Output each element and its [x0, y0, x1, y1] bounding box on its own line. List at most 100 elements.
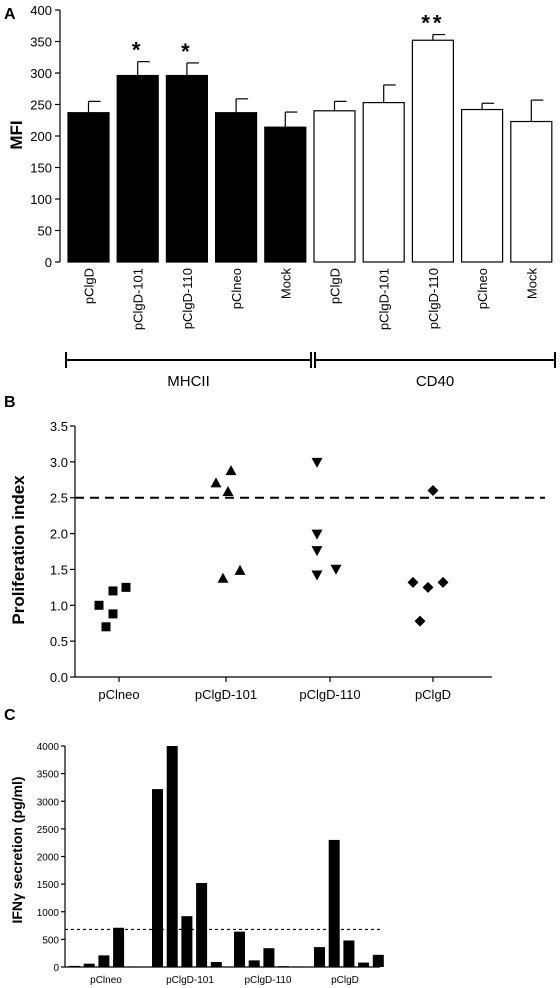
- chart-a-y-axis-label: MFI: [7, 120, 26, 149]
- chart-c-y-tick-label: 3500: [37, 770, 60, 781]
- chart-c-y-tick-label: 2500: [37, 825, 60, 836]
- chart-b-y-tick-label: 0.5: [50, 634, 68, 649]
- chart-a-category-label: Mock: [278, 268, 293, 300]
- chart-b-point: [311, 529, 323, 540]
- chart-c-bar: [278, 966, 290, 967]
- chart-c-bar: [152, 789, 163, 967]
- chart-c-bar: [181, 916, 193, 967]
- chart-b-point: [121, 582, 131, 592]
- chart-c-bar: [196, 883, 208, 967]
- chart-a-significance-mark: *: [132, 38, 144, 63]
- chart-c-y-tick-label: 500: [42, 935, 59, 946]
- chart-b-y-tick-label: 3.0: [50, 455, 68, 470]
- chart-b-y-tick-label: 2.5: [50, 491, 68, 506]
- chart-b-point: [210, 477, 222, 488]
- panel-b-label: B: [4, 394, 16, 411]
- chart-b-y-tick-label: 2.0: [50, 527, 68, 542]
- chart-b-y-tick-label: 1.0: [50, 598, 68, 613]
- chart-a-bar: [165, 74, 208, 263]
- chart-b-point: [108, 609, 118, 619]
- chart-c-y-tick-label: 1000: [37, 908, 60, 919]
- chart-a-y-tick-label: 350: [30, 35, 52, 50]
- chart-c-bar: [248, 960, 260, 967]
- chart-c-bar: [328, 839, 340, 967]
- chart-b-point: [222, 485, 234, 496]
- chart-b: 0.0 0.5 1.0 1.5 2.0 2.5 3.0 3.5 pClneo pClgD-101 p…: [50, 419, 545, 702]
- chart-b-point: [414, 615, 426, 627]
- chart-a-category-label: pClgD-110: [180, 268, 195, 329]
- chart-b-point: [101, 622, 111, 632]
- chart-c-bar: [166, 746, 178, 967]
- chart-a-bar: [510, 120, 553, 263]
- chart-a-significance-mark: **: [421, 11, 444, 36]
- chart-c-x-tick-label: pClneo: [90, 975, 122, 986]
- chart-a-bar: [362, 102, 405, 263]
- chart-b-x-tick-label: pClneo: [98, 687, 139, 702]
- chart-c: 0 500 1000 1500 2000 2500 3000 3500 4000 pClneo pC…: [37, 742, 384, 986]
- chart-a-y-tick-label: 50: [38, 224, 52, 239]
- chart-c-bar: [292, 966, 304, 968]
- chart-a-category-label: pClgD-110: [426, 268, 441, 329]
- chart-c-y-axis-label: IFNγ secretion (pg/ml): [9, 776, 25, 923]
- chart-a-category-label: pClneo: [229, 268, 244, 309]
- chart-a-category-label: pClgD-101: [131, 268, 146, 330]
- chart-c-y-tick-label: 4000: [37, 742, 60, 753]
- chart-a-bar: [461, 108, 504, 263]
- chart-c-y-tick-label: 3000: [37, 797, 60, 808]
- chart-a-y-tick-label: 400: [30, 3, 52, 18]
- chart-a-y-tick-label: 0: [45, 255, 52, 270]
- chart-b-y-axis-label: Proliferation index: [9, 475, 28, 625]
- chart-c-bar: [210, 962, 222, 967]
- chart-a-category-label: pClneo: [475, 268, 490, 309]
- chart-a-y-tick-label: 250: [30, 98, 52, 113]
- chart-a-y-tick-label: 200: [30, 129, 52, 144]
- chart-b-x-tick-label: pClgD: [415, 687, 451, 702]
- chart-b-point: [330, 564, 342, 575]
- panel-c-label: C: [4, 707, 16, 724]
- chart-a-category-label: pClgD: [82, 268, 97, 304]
- chart-b-point: [427, 485, 439, 497]
- chart-c-bar: [98, 955, 110, 967]
- chart-c-x-tick-label: pClgD-101: [166, 975, 214, 986]
- chart-c-bar: [83, 963, 95, 967]
- chart-c-bar: [358, 962, 370, 967]
- chart-b-point: [311, 457, 323, 468]
- chart-c-x-tick-label: pClgD-110: [244, 975, 291, 986]
- chart-b-x-tick-label: pClgD-101: [195, 687, 257, 702]
- chart-a-y-tick-label: 300: [30, 66, 52, 81]
- chart-a-category-label: Mock: [524, 268, 539, 300]
- panel-a-label: A: [4, 6, 16, 23]
- chart-c-bar: [314, 947, 325, 967]
- chart-a-bar: [264, 126, 307, 263]
- chart-a-bar: [411, 39, 454, 263]
- chart-b-point: [311, 546, 323, 557]
- chart-a-bar: [313, 110, 356, 263]
- chart-b-point: [311, 570, 323, 581]
- chart-a-y-tick-label: 100: [30, 192, 52, 207]
- chart-c-bar: [263, 948, 275, 967]
- chart-b-point: [422, 581, 434, 593]
- chart-a-group-label: MHCII: [167, 373, 210, 390]
- chart-b-point: [437, 576, 449, 588]
- chart-c-bar: [127, 966, 139, 968]
- chart-b-point: [217, 572, 229, 583]
- chart-b-y-tick-label: 0.0: [50, 670, 68, 685]
- chart-a-y-tick-label: 150: [30, 161, 52, 176]
- chart-c-x-tick-label: pClgD: [331, 975, 359, 986]
- chart-a-category-label: pClgD-101: [377, 268, 392, 330]
- chart-b-point: [94, 600, 104, 610]
- chart-c-bar: [372, 954, 384, 967]
- chart-a-bar: [116, 74, 159, 263]
- chart-b-point: [234, 564, 246, 575]
- chart-c-y-tick-label: 0: [53, 963, 59, 974]
- chart-a: 0 50 100 150 200 250 300 350 400 pClgD * pClgD-101 *…: [30, 3, 556, 390]
- chart-c-y-tick-label: 2000: [37, 853, 60, 864]
- chart-b-y-tick-label: 1.5: [50, 562, 68, 577]
- chart-a-group-label: CD40: [416, 373, 454, 390]
- chart-c-bar: [69, 965, 80, 967]
- chart-c-bar: [343, 940, 355, 967]
- chart-a-category-label: pClgD: [328, 268, 343, 304]
- chart-b-x-tick-label: pClgD-110: [299, 687, 360, 702]
- chart-a-bar: [215, 112, 258, 263]
